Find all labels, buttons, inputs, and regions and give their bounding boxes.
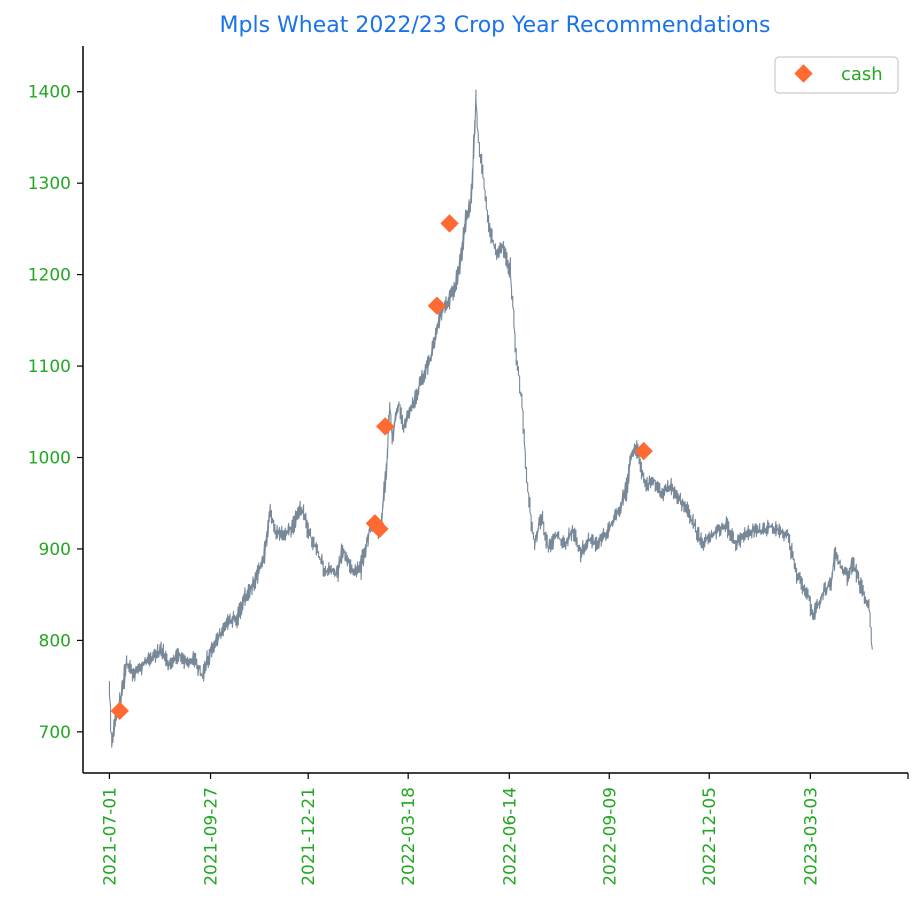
chart-title: Mpls Wheat 2022/23 Crop Year Recommendat… [220,13,771,38]
cash-marker-layer [110,214,653,721]
cash-marker [634,441,653,461]
legend: cash [774,56,899,94]
legend-marker-cash [794,64,813,83]
y-tick-label: 1100 [28,357,71,377]
y-tick-label: 900 [39,540,71,560]
x-tick-label: 2022-09-09 [600,787,620,886]
x-tick-label: 2022-03-18 [399,787,419,886]
x-tick-label: 2022-12-05 [700,787,720,886]
legend-frame [774,56,899,94]
y-axis-ticks: 700 800 900 1000 1100 1200 1300 1400 [28,83,83,743]
price-line [108,89,873,748]
price-line-layer [108,89,873,748]
x-tick-label: 2021-07-01 [100,787,120,886]
y-tick-label: 1300 [28,174,71,194]
legend-label-cash: cash [841,64,883,85]
cash-marker [440,214,459,233]
x-tick-label: 2021-12-21 [299,787,319,886]
y-tick-label: 800 [39,631,71,651]
x-tick-label: 2021-09-27 [202,787,222,886]
cash-marker [370,519,389,539]
x-axis-ticks: 2021-07-01 2021-09-27 2021-12-21 2022-03-18… [100,773,909,886]
x-tick-label: 2023-03-03 [801,787,821,886]
plot-area [108,89,873,748]
y-tick-label: 1400 [28,83,71,103]
y-tick-label: 700 [39,723,71,743]
cash-marker [110,701,129,721]
x-tick-label: 2022-06-14 [500,787,520,886]
y-tick-label: 1200 [28,266,71,286]
cash-marker [376,417,395,436]
y-tick-label: 1000 [28,449,71,469]
cash-marker [427,296,447,315]
